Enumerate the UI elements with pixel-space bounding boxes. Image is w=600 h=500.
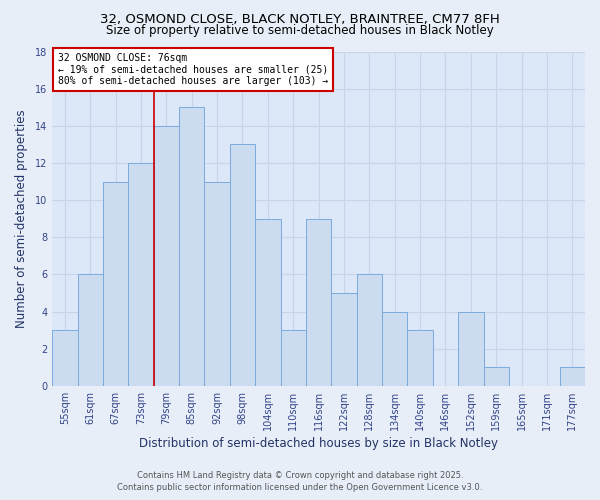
- Text: Contains HM Land Registry data © Crown copyright and database right 2025.
Contai: Contains HM Land Registry data © Crown c…: [118, 471, 482, 492]
- Text: 32 OSMOND CLOSE: 76sqm
← 19% of semi-detached houses are smaller (25)
80% of sem: 32 OSMOND CLOSE: 76sqm ← 19% of semi-det…: [58, 53, 328, 86]
- Bar: [356, 274, 382, 386]
- Bar: [128, 163, 154, 386]
- Bar: [255, 218, 281, 386]
- Bar: [205, 182, 230, 386]
- Bar: [154, 126, 179, 386]
- Text: 32, OSMOND CLOSE, BLACK NOTLEY, BRAINTREE, CM77 8FH: 32, OSMOND CLOSE, BLACK NOTLEY, BRAINTRE…: [100, 12, 500, 26]
- Y-axis label: Number of semi-detached properties: Number of semi-detached properties: [15, 110, 28, 328]
- Bar: [407, 330, 433, 386]
- Bar: [458, 312, 484, 386]
- Bar: [560, 367, 585, 386]
- Bar: [331, 293, 356, 386]
- Bar: [52, 330, 77, 386]
- Bar: [306, 218, 331, 386]
- Bar: [103, 182, 128, 386]
- Text: Size of property relative to semi-detached houses in Black Notley: Size of property relative to semi-detach…: [106, 24, 494, 37]
- Bar: [77, 274, 103, 386]
- Bar: [484, 367, 509, 386]
- Bar: [230, 144, 255, 386]
- Bar: [281, 330, 306, 386]
- Bar: [382, 312, 407, 386]
- Bar: [179, 107, 205, 386]
- X-axis label: Distribution of semi-detached houses by size in Black Notley: Distribution of semi-detached houses by …: [139, 437, 498, 450]
